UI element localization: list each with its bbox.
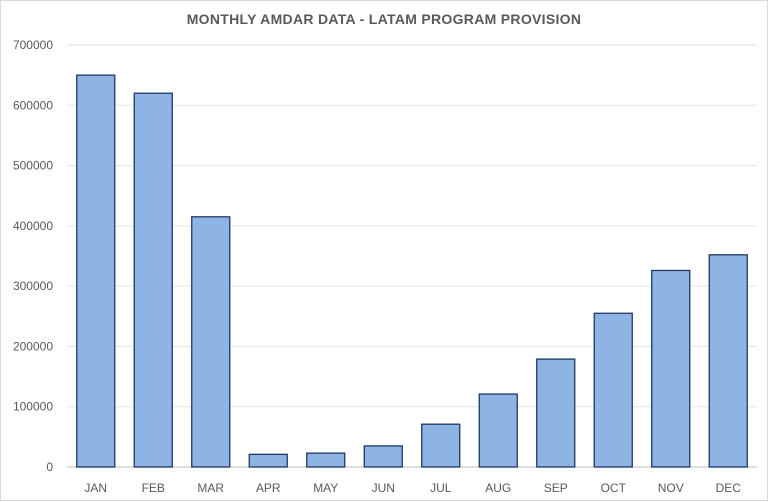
bar-oct — [593, 312, 633, 468]
x-tick-label: FEB — [142, 481, 165, 495]
bar-jul — [421, 423, 461, 468]
x-tick-label: MAR — [197, 481, 224, 495]
x-tick-label: JUL — [430, 481, 452, 495]
y-tick-label: 700000 — [13, 38, 53, 52]
bar-feb — [133, 92, 173, 468]
bar-jan — [76, 74, 116, 468]
bar-sep — [536, 358, 576, 468]
bar-nov — [651, 269, 691, 468]
y-tick-label: 0 — [46, 460, 53, 474]
y-tick-label: 100000 — [13, 400, 53, 414]
bar-mar — [191, 216, 231, 468]
bar-dec — [708, 254, 748, 468]
bar-aug — [478, 393, 518, 468]
chart-title: MONTHLY AMDAR DATA - LATAM PROGRAM PROVI… — [186, 11, 582, 27]
x-tick-label: DEC — [716, 481, 742, 495]
x-tick-label: JUN — [372, 481, 395, 495]
x-tick-label: OCT — [601, 481, 627, 495]
x-tick-label: MAY — [313, 481, 338, 495]
x-tick-label: AUG — [485, 481, 511, 495]
y-tick-label: 200000 — [13, 339, 53, 353]
y-tick-label: 500000 — [13, 159, 53, 173]
x-tick-label: NOV — [658, 481, 684, 495]
y-tick-label: 400000 — [13, 219, 53, 233]
bar-jun — [363, 445, 403, 468]
y-tick-label: 600000 — [13, 98, 53, 112]
bar-apr — [248, 453, 288, 468]
y-tick-label: 300000 — [13, 279, 53, 293]
bar-may — [306, 452, 346, 468]
x-tick-label: JAN — [84, 481, 107, 495]
x-tick-label: APR — [256, 481, 281, 495]
x-tick-label: SEP — [544, 481, 568, 495]
